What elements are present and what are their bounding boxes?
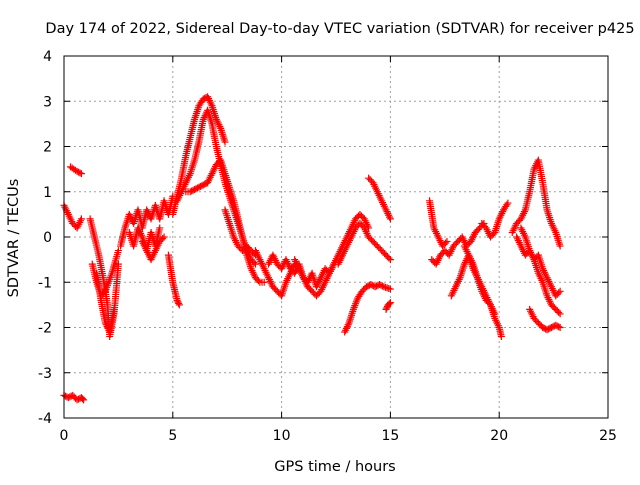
data-point-t18-41 [386,285,394,293]
y-tick-label--2: -2 [38,321,52,337]
data-point-t2-6 [76,169,84,177]
series-t12 [182,156,268,286]
data-point-t10-85 [221,138,229,146]
y-tick-label-3: 3 [43,94,52,110]
data-point-t2-7 [77,170,85,178]
data-point-t11-126 [251,260,259,268]
grid-lines [64,56,608,418]
data-point-t0-18 [77,215,85,223]
series-t25 [478,199,512,241]
tick-labels: 0 5 10 15 20 25 -4 -3 -2 -1 0 1 2 3 4 [38,49,617,444]
series-t20 [382,299,394,313]
series-t18 [341,281,394,336]
series-t21 [426,197,451,250]
x-axis-label: GPS time / hours [274,459,395,475]
series-t17 [334,219,394,268]
y-tick-label--1: -1 [38,275,52,291]
series-t1 [60,391,88,404]
y-tick-label-0: 0 [43,230,52,246]
y-tick-label-4: 4 [43,49,52,65]
data-point-t25-27 [504,199,512,207]
y-tick-label--4: -4 [38,411,52,427]
axis-ticks [63,55,609,419]
series-t10 [169,93,229,218]
series-t28 [526,305,564,334]
data-point-t29-44 [555,289,563,297]
data-point-t18-36 [378,282,386,290]
data-point-t4-39 [114,247,122,255]
data-point-t20-5 [386,299,394,307]
chart-title: Day 174 of 2022, Sidereal Day-to-day VTE… [45,21,634,37]
data-point-t27-48 [556,310,564,318]
series-t13 [221,206,259,259]
data-point-t23-66 [497,333,505,341]
series-t6 [117,192,177,250]
data-point-t17-46 [386,256,394,264]
series-t24 [460,242,499,318]
data-point-t5-40 [110,305,118,313]
series-t5 [93,269,118,336]
data-point-t9-26 [175,299,183,307]
data-point-t8-23 [160,233,168,241]
data-point-t4-18 [100,289,108,297]
data-point-t24-37 [491,310,499,318]
data-point-t1-14 [80,396,88,404]
series-t9 [164,251,183,309]
data-point-t21-27 [443,238,451,246]
data-point-t20-1 [383,304,391,312]
x-tick-label-25: 25 [599,428,617,444]
data-point-t17-45 [385,254,393,262]
x-tick-label-5: 5 [168,428,177,444]
data-point-t9-27 [175,301,183,309]
series-t8 [138,233,168,264]
data-point-t1-13 [78,395,86,403]
data-point-t3-91 [114,260,122,268]
data-point-t12-89 [254,277,262,285]
data-point-t19-23 [386,215,394,223]
data-point-t7-53 [156,224,164,232]
data-point-t28-23 [556,324,564,331]
series-t29 [517,224,564,300]
data-point-t9-25 [174,298,182,306]
series-t14 [251,247,299,300]
data-point-t27-47 [555,308,563,316]
data-point-t12-92 [260,278,268,286]
x-tick-label-15: 15 [381,428,399,444]
y-tick-label-1: 1 [43,185,52,201]
data-point-t25-26 [503,201,511,209]
data-point-t26-81 [556,242,564,250]
series-t2 [67,163,85,178]
data-point-t9-24 [173,296,181,304]
data-point-t21-26 [442,239,450,247]
x-tick-label-10: 10 [273,428,291,444]
series-t26 [508,156,564,250]
series-t19 [365,174,394,223]
data-point-t28-22 [555,323,563,331]
data-point-t20-0 [382,305,390,313]
x-tick-label-0: 0 [60,428,69,444]
series-t22 [428,219,488,268]
data-point-t29-45 [556,287,564,295]
y-tick-label--3: -3 [38,366,52,382]
x-tick-label-20: 20 [490,428,508,444]
data-point-t20-4 [385,300,393,308]
y-axis-label: SDTVAR / TECUs [6,179,22,298]
data-points [60,93,564,404]
y-tick-label-2: 2 [43,140,52,156]
data-point-t8-22 [159,235,167,243]
